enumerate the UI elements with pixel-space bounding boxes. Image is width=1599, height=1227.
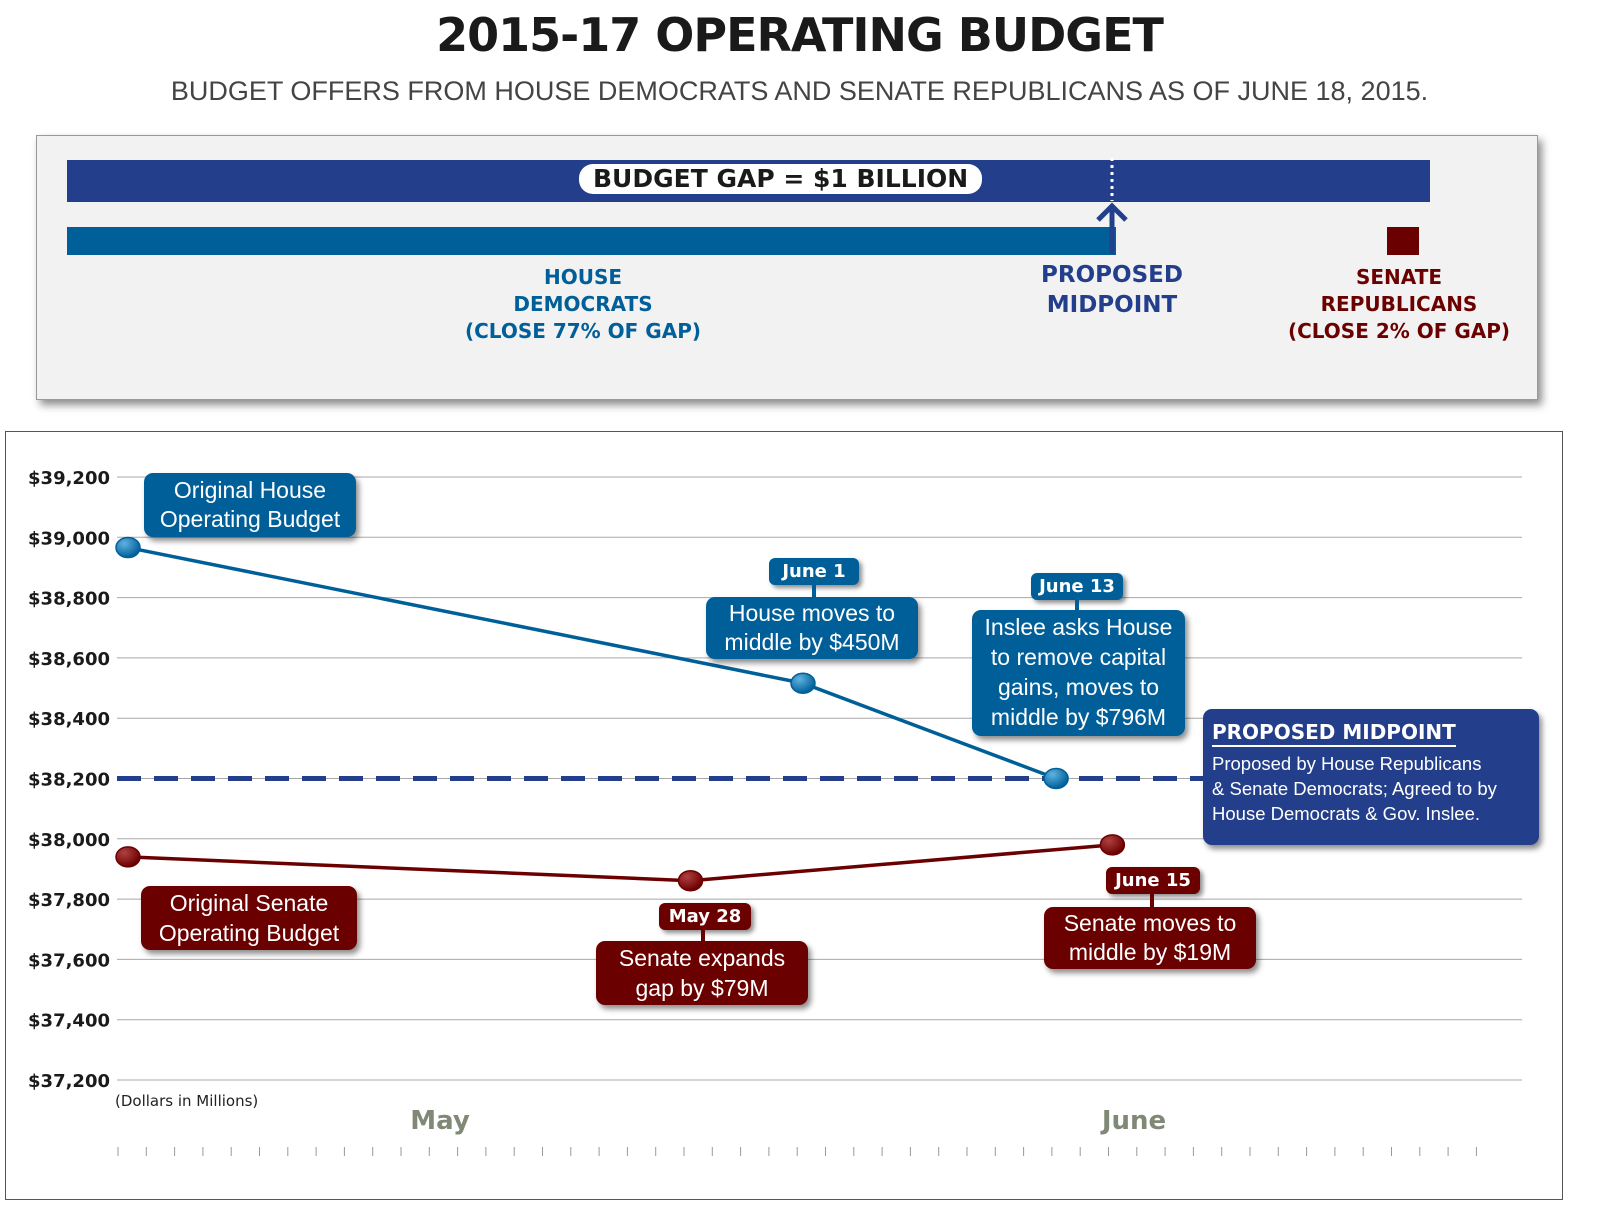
callout-original-house: Original House Operating Budget xyxy=(144,473,356,537)
y-tick-label: $38,200 xyxy=(28,770,110,791)
y-tick-label: $39,200 xyxy=(28,468,110,489)
callout-line: middle by $450M xyxy=(724,629,900,655)
y-tick-label: $37,400 xyxy=(28,1011,110,1032)
callout-original-senate: Original Senate Operating Budget xyxy=(141,886,357,950)
tag-may-28-connector xyxy=(701,929,705,941)
y-tick-label: $38,600 xyxy=(28,649,110,670)
data-point-house xyxy=(1043,767,1069,790)
midpoint-box-line: Proposed by House Republicans xyxy=(1212,753,1482,774)
senate-gap-bar xyxy=(1387,227,1419,255)
tag-june-13-connector xyxy=(1075,599,1079,611)
tag-june-1: June 1 xyxy=(769,558,859,585)
y-tick-label: $38,800 xyxy=(28,589,110,610)
callout-line: Original Senate xyxy=(169,890,329,916)
senate-label-line-3: (CLOSE 2% OF GAP) xyxy=(1287,319,1511,343)
data-point-house xyxy=(790,672,816,694)
y-tick-label: $39,000 xyxy=(28,528,110,549)
midpoint-arrow-head xyxy=(1096,202,1128,222)
tag-june-15: June 15 xyxy=(1106,867,1200,894)
callout-senate-june-15: Senate moves to middle by $19M xyxy=(1044,907,1256,969)
page-subtitle: BUDGET OFFERS FROM HOUSE DEMOCRATS AND S… xyxy=(170,76,1429,106)
callout-line: House moves to xyxy=(728,600,896,626)
budget-gap-bar: BUDGET GAP = $1 BILLION xyxy=(67,160,1430,202)
callout-house-june-13: Inslee asks House to remove capital gain… xyxy=(972,610,1185,736)
midpoint-label-line-1: PROPOSED xyxy=(1041,262,1183,288)
budget-gap-panel: BUDGET GAP = $1 BILLION HOUSE DEMOCRATS … xyxy=(36,135,1538,400)
midpoint-box-text: Proposed by House Republicans & Senate D… xyxy=(1212,751,1539,826)
midpoint-marker xyxy=(1096,158,1128,254)
page-title: 2015-17 OPERATING BUDGET xyxy=(436,8,1164,62)
house-label-line-1: HOUSE xyxy=(543,265,623,289)
callout-senate-may-28: Senate expands gap by $79M xyxy=(596,941,808,1005)
midpoint-box-line: House Democrats & Gov. Inslee. xyxy=(1212,803,1481,824)
callout-line: gains, moves to xyxy=(997,674,1160,700)
midpoint-label-line-2: MIDPOINT xyxy=(1046,292,1178,318)
callout-line: Operating Budget xyxy=(159,506,341,532)
y-tick-label: $37,600 xyxy=(28,950,110,971)
callout-line: middle by $19M xyxy=(1068,939,1232,965)
y-tick-label: $37,200 xyxy=(28,1071,110,1092)
senate-label-line-1: SENATE xyxy=(1355,265,1443,289)
house-label-line-2: DEMOCRATS xyxy=(513,292,653,316)
data-point-house xyxy=(115,536,141,559)
y-tick-label: $38,400 xyxy=(28,709,110,730)
tag-june-1-connector xyxy=(812,584,816,598)
proposed-midpoint-label: PROPOSED MIDPOINT xyxy=(992,260,1232,320)
senate-republicans-label: SENATE REPUBLICANS (CLOSE 2% OF GAP) xyxy=(1259,264,1539,345)
tag-june-15-connector xyxy=(1150,893,1154,907)
tag-june-13: June 13 xyxy=(1031,573,1123,600)
tag-may-28: May 28 xyxy=(659,903,751,930)
units-note: (Dollars in Millions) xyxy=(115,1092,258,1110)
midpoint-box-line: & Senate Democrats; Agreed to by xyxy=(1212,778,1497,799)
callout-line: gap by $79M xyxy=(635,975,769,1001)
y-tick-label: $37,800 xyxy=(28,890,110,911)
callout-line: middle by $796M xyxy=(990,704,1167,730)
callout-line: Original House xyxy=(173,477,327,503)
callout-line: Inslee asks House xyxy=(984,614,1173,640)
y-tick-label: $38,000 xyxy=(28,830,110,851)
callout-line: Senate expands xyxy=(618,945,786,971)
house-gap-bar xyxy=(67,227,1116,255)
data-point-senate xyxy=(677,869,704,892)
midpoint-info-box: PROPOSED MIDPOINT Proposed by House Repu… xyxy=(1203,709,1539,845)
series-line-house xyxy=(127,545,1057,781)
data-point-senate xyxy=(1099,834,1126,856)
series-line-senate xyxy=(127,843,1113,883)
callout-line: to remove capital xyxy=(990,644,1167,670)
x-label-may: May xyxy=(410,1106,470,1136)
budget-gap-label: BUDGET GAP = $1 BILLION xyxy=(579,164,983,194)
callout-house-june-1: House moves to middle by $450M xyxy=(706,597,918,659)
senate-label-line-2: REPUBLICANS xyxy=(1320,292,1478,316)
data-point-senate xyxy=(115,846,141,868)
x-label-june: June xyxy=(1100,1106,1166,1136)
callout-line: Senate moves to xyxy=(1063,910,1237,936)
callout-line: Operating Budget xyxy=(158,920,340,946)
house-democrats-label: HOUSE DEMOCRATS (CLOSE 77% OF GAP) xyxy=(433,264,733,345)
midpoint-box-title: PROPOSED MIDPOINT xyxy=(1212,719,1456,747)
house-label-line-3: (CLOSE 77% OF GAP) xyxy=(464,319,702,343)
